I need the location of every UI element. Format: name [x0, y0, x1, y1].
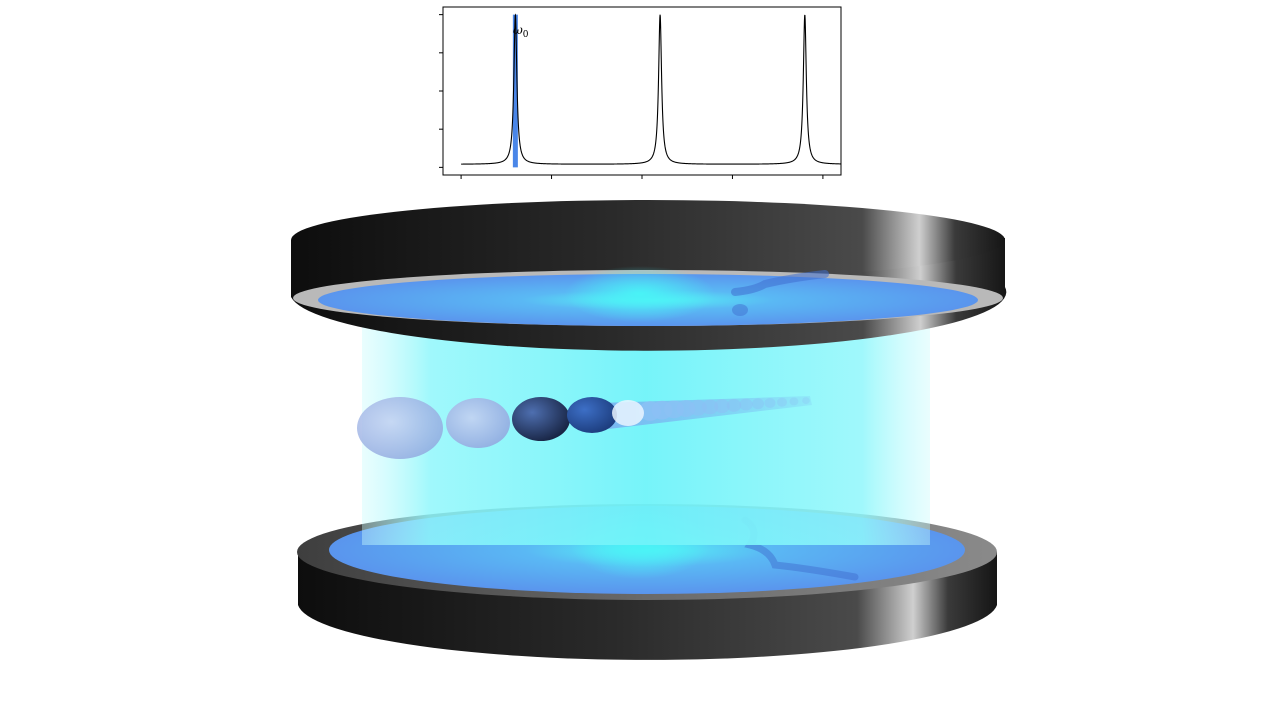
small-atom [701, 399, 719, 415]
plot-frame [442, 6, 842, 176]
top-mirror [291, 200, 1007, 351]
atom-3 [512, 397, 570, 441]
small-atom [802, 397, 810, 405]
top-mirror-mode-spot [565, 266, 715, 322]
small-atom [726, 398, 742, 412]
atom-chain [357, 396, 812, 459]
small-atom [789, 397, 799, 406]
resonance-highlight-bar [512, 14, 518, 168]
optical-cavity [291, 200, 1007, 660]
small-atom [751, 398, 765, 410]
spectrum-plot: ω0 [439, 6, 842, 179]
small-atom [739, 398, 753, 411]
atom-1 [357, 397, 443, 459]
atom-2 [446, 398, 510, 448]
small-atom [714, 399, 730, 414]
atom-5 [612, 400, 644, 426]
atom-reflection-top [731, 270, 829, 296]
transmission-spectrum-line [461, 13, 842, 165]
atom-4 [567, 397, 617, 433]
small-atoms [639, 397, 810, 421]
small-atom [777, 397, 787, 407]
x-axis-ticks [460, 175, 824, 179]
small-atom [689, 399, 707, 416]
omega-zero-label: ω0 [513, 23, 529, 40]
small-atom [764, 398, 776, 408]
y-axis-ticks [439, 14, 443, 168]
